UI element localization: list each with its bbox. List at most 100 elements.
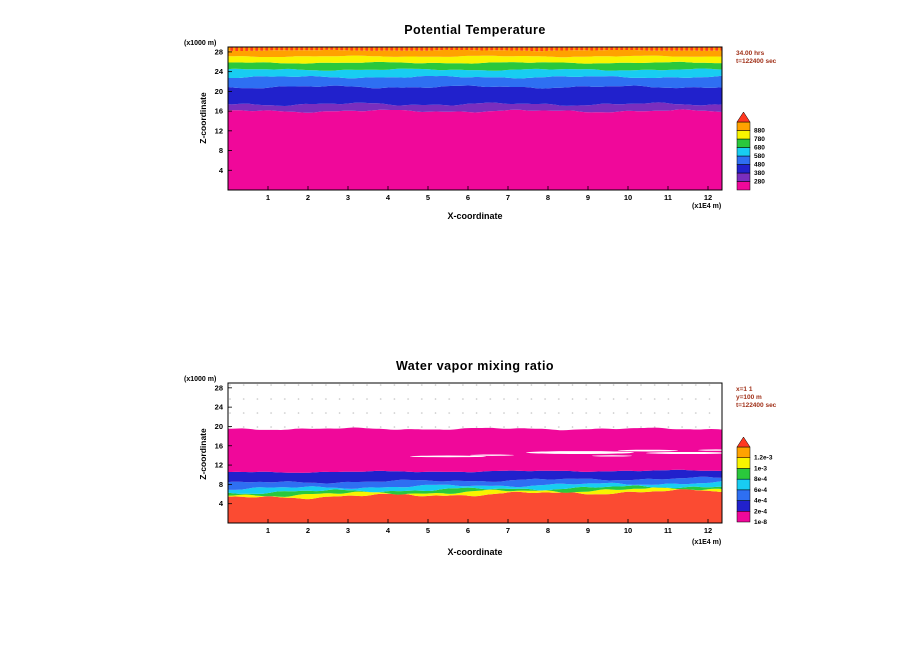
colorbar-segment bbox=[736, 457, 751, 469]
x-tick-label: 4 bbox=[386, 526, 391, 535]
y-tick-label: 16 bbox=[215, 107, 223, 116]
annotation-line: x=1 1 bbox=[736, 386, 753, 393]
colorbar-label: 4e-4 bbox=[754, 498, 767, 505]
y-axis-unit: (x1000 m) bbox=[184, 40, 217, 47]
contour-band bbox=[228, 487, 722, 500]
y-tick-label: 12 bbox=[215, 461, 223, 470]
colorbar-segment bbox=[736, 130, 751, 140]
x-tick-label: 5 bbox=[426, 193, 430, 202]
colorbar-arrow bbox=[736, 111, 751, 123]
x-tick-label: 9 bbox=[586, 193, 590, 202]
contour-band bbox=[228, 75, 722, 89]
x-axis-label: X-coordinate bbox=[447, 211, 503, 221]
x-tick-label: 1 bbox=[266, 193, 270, 202]
colorbar-label: 280 bbox=[754, 179, 765, 186]
potential-temperature-figure: Potential Temperature (x1000 m) Z-coordi… bbox=[184, 23, 777, 221]
colorbar-arrow bbox=[736, 436, 751, 448]
colorbar-segment bbox=[736, 164, 751, 174]
colorbar-segment bbox=[736, 147, 751, 157]
contour-band bbox=[228, 68, 722, 79]
plot-frame bbox=[227, 46, 723, 191]
x-tick-label: 1 bbox=[266, 526, 270, 535]
x-tick-label: 2 bbox=[306, 193, 310, 202]
annotation-line: 34.00 hrs bbox=[736, 50, 765, 57]
y-tick-label: 28 bbox=[215, 383, 223, 392]
contour-hole bbox=[470, 454, 514, 456]
x-tick-label: 10 bbox=[624, 193, 632, 202]
contour-hole bbox=[618, 449, 678, 452]
y-tick-label: 20 bbox=[215, 87, 223, 96]
colorbar-label: 6e-4 bbox=[754, 487, 767, 494]
contour-band bbox=[228, 61, 722, 71]
y-tick-label: 16 bbox=[215, 441, 223, 450]
x-tick-label: 8 bbox=[546, 193, 550, 202]
annotation-line: t=122400 sec bbox=[736, 58, 777, 65]
x-tick-label: 7 bbox=[506, 526, 510, 535]
colorbar-label: 580 bbox=[754, 153, 765, 160]
colorbar-segment bbox=[736, 172, 751, 182]
contour-band bbox=[228, 49, 722, 58]
plot-frame bbox=[227, 382, 723, 524]
colorbar-segment bbox=[736, 181, 751, 191]
contour-band bbox=[228, 55, 722, 64]
contour-hole bbox=[526, 451, 634, 454]
annotation-line: t=122400 sec bbox=[736, 402, 777, 409]
colorbar-label: 1e-3 bbox=[754, 465, 767, 472]
plot-title: Water vapor mixing ratio bbox=[395, 359, 555, 373]
x-tick-label: 11 bbox=[664, 526, 672, 535]
contour-hole bbox=[592, 455, 632, 457]
colorbar-segment bbox=[736, 500, 751, 512]
water-vapor-figure: Water vapor mixing ratio (x1000 m) Z-coo… bbox=[0, 336, 904, 654]
plot-annotations: x=1 1 y=100 m t=122400 sec bbox=[736, 386, 776, 410]
contour-band bbox=[228, 427, 722, 473]
x-tick-label: 2 bbox=[306, 526, 310, 535]
x-tick-label: 6 bbox=[466, 193, 470, 202]
colorbar-label: 380 bbox=[754, 170, 765, 177]
colorbar-segment bbox=[736, 478, 751, 491]
x-tick-label: 7 bbox=[506, 193, 510, 202]
y-tick-label: 28 bbox=[215, 47, 223, 56]
plot-area: 1 2 3 4 5 6 7 8 9 10 11 12 4 8 12 16 20 24 28 bbox=[215, 46, 723, 202]
x-tick-label: 8 bbox=[546, 526, 550, 535]
colorbar-segment bbox=[736, 121, 751, 131]
colorbar-label: 8e-4 bbox=[754, 476, 767, 483]
y-tick-label: 20 bbox=[215, 422, 223, 431]
contour-band bbox=[228, 109, 722, 190]
contour-band bbox=[228, 85, 722, 106]
contour-hole bbox=[698, 449, 734, 451]
plot-area: 1 2 3 4 5 6 7 8 9 10 11 12 4 8 12 16 20 24 28 bbox=[215, 382, 734, 535]
x-tick-label: 5 bbox=[426, 526, 430, 535]
colorbar-segment bbox=[736, 446, 751, 458]
colorbar-segment bbox=[736, 138, 751, 148]
colorbar-segment bbox=[736, 468, 751, 480]
colorbar-label: 1e-8 bbox=[754, 519, 767, 526]
contour-band bbox=[228, 102, 722, 113]
x-tick-label: 3 bbox=[346, 526, 350, 535]
y-tick-label: 24 bbox=[215, 67, 224, 76]
colorbar-label: 780 bbox=[754, 136, 765, 143]
y-tick-label: 12 bbox=[215, 126, 223, 135]
y-tick-label: 4 bbox=[219, 166, 224, 175]
y-tick-label: 8 bbox=[219, 146, 223, 155]
colorbar: 1.2e-3 1e-3 8e-4 6e-4 4e-4 2e-4 1e-8 bbox=[736, 436, 773, 526]
x-axis-unit: (x1E4 m) bbox=[692, 203, 722, 210]
contour-band bbox=[228, 485, 722, 497]
contour-band bbox=[228, 489, 722, 523]
x-tick-label: 11 bbox=[664, 193, 672, 202]
colorbar-label: 880 bbox=[754, 128, 765, 135]
x-axis-unit: (x1E4 m) bbox=[692, 539, 722, 546]
colorbar-label: 680 bbox=[754, 145, 765, 152]
y-axis-label: Z-coordinate bbox=[198, 428, 208, 480]
contour-band bbox=[228, 47, 722, 52]
x-tick-label: 6 bbox=[466, 526, 470, 535]
contour-band bbox=[228, 469, 722, 484]
colorbar-segment bbox=[736, 155, 751, 165]
annotation-line: y=100 m bbox=[736, 394, 762, 401]
plot-title: Potential Temperature bbox=[404, 23, 546, 37]
contour-band bbox=[228, 476, 722, 490]
x-tick-label: 4 bbox=[386, 193, 391, 202]
